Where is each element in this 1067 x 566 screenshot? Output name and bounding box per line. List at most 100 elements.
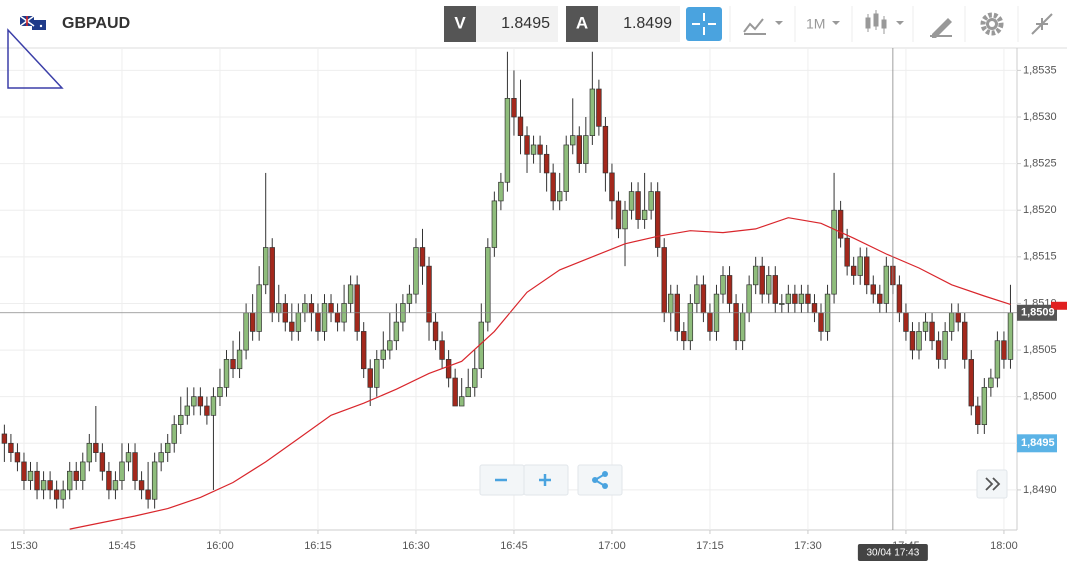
y-tick-label: 1,8535 — [1023, 64, 1057, 76]
candle-body — [759, 265, 765, 295]
bid-tag-label: 1,8495 — [1021, 437, 1055, 449]
share-button[interactable] — [577, 464, 623, 496]
candle-body — [779, 303, 785, 305]
candle-body — [733, 303, 739, 342]
candle-body — [831, 209, 837, 295]
candle-body — [197, 396, 204, 407]
crosshair-button[interactable] — [686, 7, 722, 41]
candle-body — [191, 396, 197, 407]
price-tag-label: 1,8509 — [1021, 307, 1055, 319]
candle-body — [720, 275, 726, 295]
candle-body — [230, 359, 236, 370]
candle-body — [981, 387, 988, 425]
timeframe-caret — [832, 21, 840, 25]
candle-body — [504, 97, 511, 183]
candle-body — [145, 489, 151, 500]
candle-body — [511, 97, 517, 118]
candle-body — [681, 331, 687, 342]
ask-button[interactable] — [566, 6, 598, 42]
candle-body — [60, 489, 66, 500]
candle-body — [844, 237, 850, 267]
candle-body — [347, 284, 354, 304]
flag-icon — [19, 15, 46, 30]
candle-body — [426, 265, 432, 323]
candle-body — [419, 247, 426, 267]
candle-body — [472, 368, 478, 388]
chart-type-button[interactable] — [743, 18, 783, 35]
candle-body — [811, 303, 818, 314]
candle-body — [563, 144, 569, 192]
candle-body — [465, 387, 471, 398]
candle-body — [641, 209, 648, 220]
drawn-triangle[interactable] — [7, 28, 64, 89]
candle-body — [635, 191, 641, 220]
candle-body — [837, 209, 844, 239]
candle-body — [896, 284, 903, 314]
moving-average — [69, 217, 1011, 530]
candle-body — [432, 321, 439, 342]
candle-body — [321, 303, 328, 332]
candle-body — [857, 256, 863, 276]
candle-body — [589, 88, 596, 136]
x-tick-label: 16:15 — [304, 540, 332, 552]
candle-body — [367, 368, 373, 388]
candle-type-button[interactable] — [865, 10, 904, 34]
x-tick-label: 17:00 — [598, 540, 626, 552]
candle-body — [276, 303, 282, 314]
candle-body — [138, 480, 145, 491]
candle-body — [269, 247, 275, 314]
candle-body — [217, 387, 223, 398]
y-tick-label: 1,8515 — [1023, 251, 1057, 263]
x-tick-label: 16:00 — [206, 540, 234, 552]
candle-body — [374, 359, 380, 388]
scroll-end-button[interactable] — [976, 469, 1008, 499]
bid-box — [476, 6, 558, 42]
candle-body — [948, 312, 955, 332]
bid-label: V — [454, 13, 466, 32]
candle-body — [308, 303, 315, 314]
candle-body — [93, 442, 99, 453]
plot — [1, 51, 1014, 530]
candle-body — [798, 293, 805, 304]
bid-tag — [1017, 434, 1057, 453]
candle-body — [1001, 340, 1007, 360]
candle-body — [491, 200, 498, 248]
bid-button[interactable] — [444, 6, 476, 42]
zoom-in-button[interactable] — [523, 464, 569, 496]
candle-body — [694, 284, 700, 304]
candle-body — [550, 172, 556, 202]
candle-body — [530, 144, 537, 155]
candle-body — [942, 331, 948, 360]
settings-button[interactable] — [980, 12, 1004, 36]
ask-label: A — [576, 13, 588, 32]
candle-body — [53, 489, 60, 500]
candle-body — [746, 284, 752, 314]
ask-price: 1.8499 — [623, 15, 672, 32]
symbol: GBPAUD — [62, 15, 130, 32]
candle-body — [570, 135, 576, 146]
y-tick-label: 1,8530 — [1023, 111, 1057, 123]
candle-body — [184, 405, 191, 416]
candle-body — [334, 312, 341, 323]
collapse-button[interactable] — [1031, 13, 1053, 35]
zoom-out-button[interactable] — [479, 464, 525, 496]
candle-body — [289, 321, 295, 332]
candle-body — [171, 424, 177, 444]
price-tag — [1017, 304, 1057, 321]
x-tick-label: 17:30 — [794, 540, 822, 552]
candle-body — [654, 191, 661, 248]
timeframe[interactable]: 1M — [806, 16, 825, 32]
candle-body — [106, 470, 112, 491]
candle-body — [40, 480, 47, 491]
x-tick-label: 16:45 — [500, 540, 528, 552]
candle-body — [14, 452, 21, 463]
candle-body — [850, 265, 857, 276]
candle-body — [315, 312, 321, 332]
candle-body — [648, 191, 654, 211]
draw-button[interactable] — [930, 18, 952, 38]
candle-body — [962, 321, 968, 360]
candle-body — [726, 275, 733, 304]
candle-body — [243, 312, 249, 351]
candle-body — [870, 284, 876, 295]
